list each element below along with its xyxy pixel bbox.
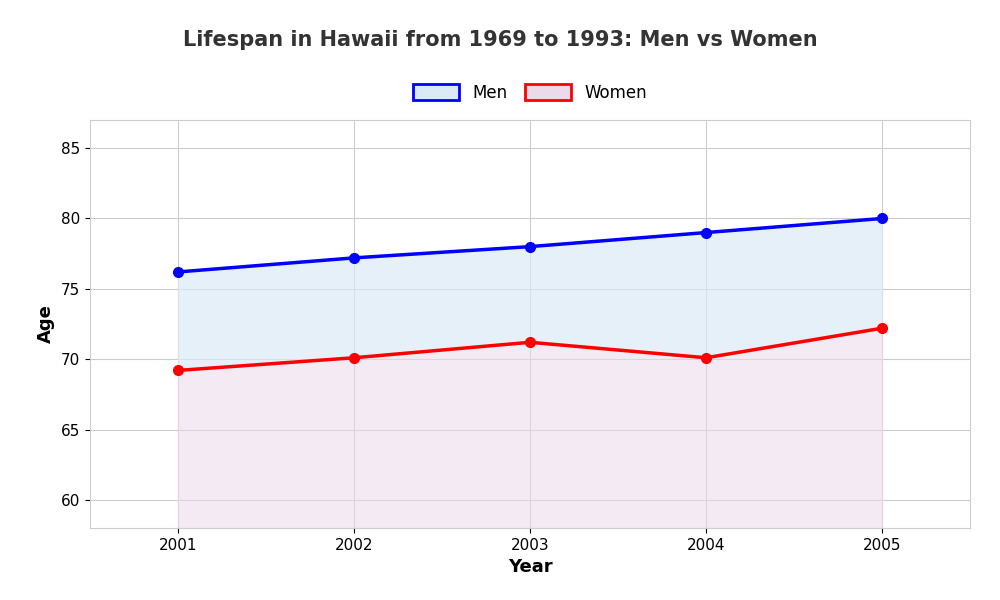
Legend: Men, Women: Men, Women [404,75,656,110]
Y-axis label: Age: Age [37,305,55,343]
X-axis label: Year: Year [508,558,552,576]
Text: Lifespan in Hawaii from 1969 to 1993: Men vs Women: Lifespan in Hawaii from 1969 to 1993: Me… [183,30,817,50]
